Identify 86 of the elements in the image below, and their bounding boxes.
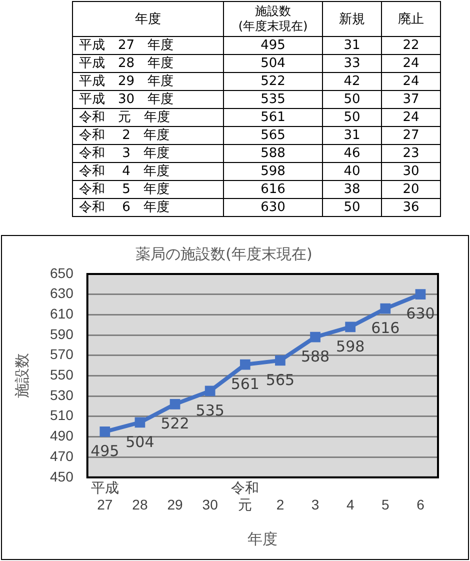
category-label: 令和 6 年度 bbox=[72, 198, 224, 216]
point bbox=[100, 426, 110, 437]
category-label: 令和 4 年度 bbox=[72, 162, 224, 180]
category-label: 令和 5 年度 bbox=[72, 180, 224, 198]
point bbox=[310, 332, 320, 342]
data-label: 46 bbox=[322, 144, 382, 162]
data-label: 42 bbox=[322, 72, 382, 90]
category-label: 平成 28 年度 bbox=[72, 54, 224, 72]
x-tick-label: 平成27 bbox=[90, 480, 119, 512]
point bbox=[240, 359, 250, 370]
y-axis-title: 施設数 bbox=[14, 353, 32, 398]
data-label: 495 bbox=[90, 442, 120, 460]
x-axis-title: 年度 bbox=[248, 531, 278, 548]
data-label: 24 bbox=[382, 108, 440, 126]
data-label: 504 bbox=[126, 432, 154, 451]
data-label: 561 bbox=[224, 108, 322, 126]
data-label: 565 bbox=[224, 126, 322, 144]
data-label: 598 bbox=[336, 337, 365, 356]
chart-title: 薬局の施設数(年度末現在) bbox=[136, 244, 312, 263]
data-label: 31 bbox=[322, 36, 382, 54]
data-label: 561 bbox=[230, 374, 260, 393]
data-label: 50 bbox=[322, 90, 382, 108]
y-tick-label: 570 bbox=[50, 346, 74, 362]
data-label: 20 bbox=[382, 180, 440, 198]
y-tick-label: 490 bbox=[50, 428, 74, 444]
category-label: 令和 元 年度 bbox=[72, 108, 224, 126]
text: 廃止 bbox=[382, 2, 440, 36]
y-tick-label: 590 bbox=[50, 326, 74, 342]
data-label: 50 bbox=[322, 108, 382, 126]
x-tick-label: 令和元 bbox=[231, 480, 260, 512]
point bbox=[380, 303, 391, 314]
y-tick-label: 450 bbox=[50, 468, 74, 484]
data-label: 565 bbox=[266, 370, 295, 389]
y-tick-label: 610 bbox=[50, 306, 74, 322]
category-label: 平成 30 年度 bbox=[72, 90, 224, 108]
category-label: 令和 2 年度 bbox=[72, 126, 224, 144]
data-label: 22 bbox=[382, 36, 440, 54]
point bbox=[345, 322, 356, 332]
x-tick-label: 4 bbox=[346, 496, 354, 512]
data-label: 23 bbox=[382, 144, 440, 162]
y-tick-label: 470 bbox=[50, 448, 74, 464]
data-label: 495 bbox=[224, 36, 322, 54]
data-label: 616 bbox=[371, 318, 400, 337]
data-label: 27 bbox=[382, 126, 440, 144]
data-label: 36 bbox=[382, 198, 440, 216]
point bbox=[134, 417, 146, 428]
y-tick-label: 630 bbox=[50, 285, 74, 302]
data-label: 37 bbox=[382, 90, 440, 108]
data-label: 535 bbox=[196, 401, 224, 420]
data-label: 504 bbox=[224, 54, 322, 72]
data-label: 50 bbox=[322, 198, 382, 216]
x-tick-label: 28 bbox=[132, 496, 148, 512]
x-tick-label: 2 bbox=[276, 496, 284, 512]
data-label: 31 bbox=[322, 126, 382, 144]
category-label: 平成 29 年度 bbox=[72, 72, 224, 90]
x-tick-label: 3 bbox=[311, 496, 320, 512]
y-tick-label: 530 bbox=[50, 386, 74, 403]
data-label: 38 bbox=[322, 180, 382, 198]
data-label: 630 bbox=[224, 198, 322, 216]
point bbox=[204, 386, 216, 396]
data-label: 535 bbox=[224, 90, 322, 108]
text: 新規 bbox=[322, 2, 382, 36]
data-label: 588 bbox=[224, 144, 322, 162]
y-tick-label: 650 bbox=[50, 264, 74, 281]
x-tick-label: 30 bbox=[202, 496, 218, 512]
x-tick-label: 6 bbox=[416, 496, 425, 512]
data-label: 522 bbox=[160, 414, 190, 433]
data-label: 33 bbox=[322, 54, 382, 72]
x-tick-label: 29 bbox=[167, 496, 184, 512]
y-tick-label: 550 bbox=[50, 366, 74, 383]
text: 施設数 (年度末現在) bbox=[224, 2, 322, 36]
data-label: 598 bbox=[224, 162, 322, 180]
category-label: 平成 27 年度 bbox=[72, 36, 224, 54]
text: 年度 bbox=[72, 2, 224, 36]
point bbox=[415, 289, 426, 300]
data-label: 30 bbox=[382, 162, 440, 180]
x-tick-label: 5 bbox=[382, 496, 390, 512]
data-label: 24 bbox=[382, 72, 440, 90]
data-label: 24 bbox=[382, 54, 440, 72]
category-label: 令和 3 年度 bbox=[72, 144, 224, 162]
point bbox=[170, 398, 180, 410]
data-label: 616 bbox=[224, 180, 322, 198]
data-label: 522 bbox=[224, 72, 322, 90]
y-tick-label: 510 bbox=[50, 407, 74, 424]
point bbox=[275, 355, 286, 366]
data-label: 40 bbox=[322, 162, 382, 180]
